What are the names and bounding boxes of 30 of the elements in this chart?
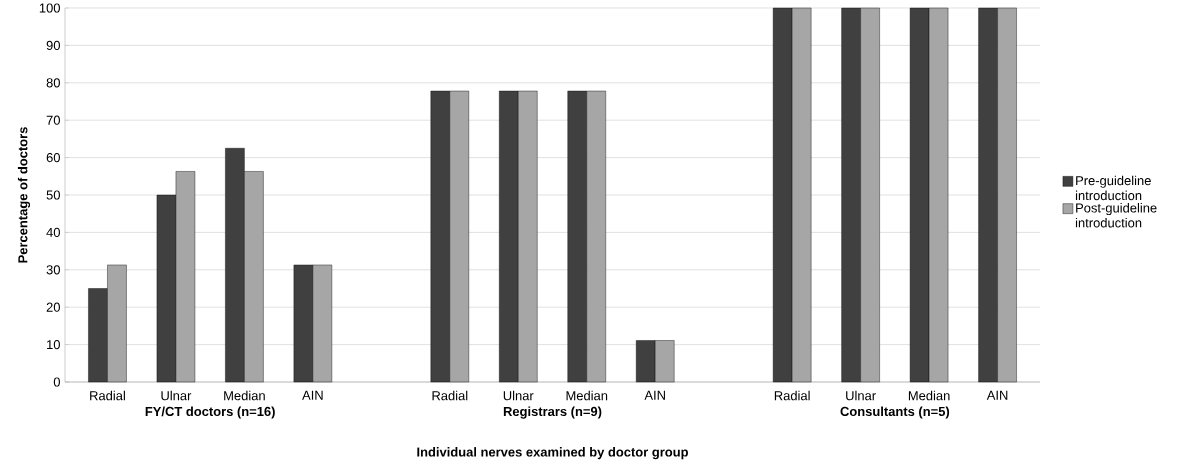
- y-axis-title: Percentage of doctors: [17, 127, 31, 263]
- x-tick-label: Radial: [432, 390, 468, 401]
- y-tick-label: 40: [46, 227, 60, 237]
- x-tick-label: Radial: [774, 390, 810, 401]
- legend-label: Pre-guideline introduction: [1075, 175, 1151, 201]
- y-tick-label: 0: [53, 377, 60, 387]
- text: Consultants (n=5): [840, 406, 950, 419]
- text: FY/CT doctors (n=16): [145, 406, 275, 419]
- y-tick-label: 100: [39, 3, 60, 13]
- x-tick-label: Ulnar: [846, 390, 876, 401]
- x-tick-label: Ulnar: [503, 390, 534, 401]
- y-tick-label: 70: [46, 115, 60, 125]
- y-tick-label: 80: [46, 78, 60, 88]
- y-tick-label: 10: [47, 340, 60, 350]
- legend-label: Post-guideline introduction: [1075, 202, 1157, 228]
- x-tick-label: Median: [908, 390, 950, 401]
- x-tick-label: Median: [224, 390, 265, 401]
- y-tick-label: 90: [46, 40, 60, 50]
- y-tick-label: 30: [46, 265, 60, 275]
- x-tick-label: Median: [566, 390, 608, 401]
- text: Registrars (n=9): [503, 406, 602, 419]
- x-tick-label: Radial: [90, 390, 125, 401]
- x-tick-label: Ulnar: [161, 390, 192, 401]
- x-tick-label: AIN: [644, 390, 665, 400]
- x-tick-label: AIN: [986, 390, 1008, 400]
- x-tick-label: AIN: [302, 390, 323, 400]
- y-tick-label: 50: [46, 190, 60, 200]
- y-tick-label: 20: [46, 302, 60, 312]
- y-tick-label: 60: [46, 153, 60, 163]
- x-axis-title: Individual nerves examined by doctor group: [417, 447, 688, 460]
